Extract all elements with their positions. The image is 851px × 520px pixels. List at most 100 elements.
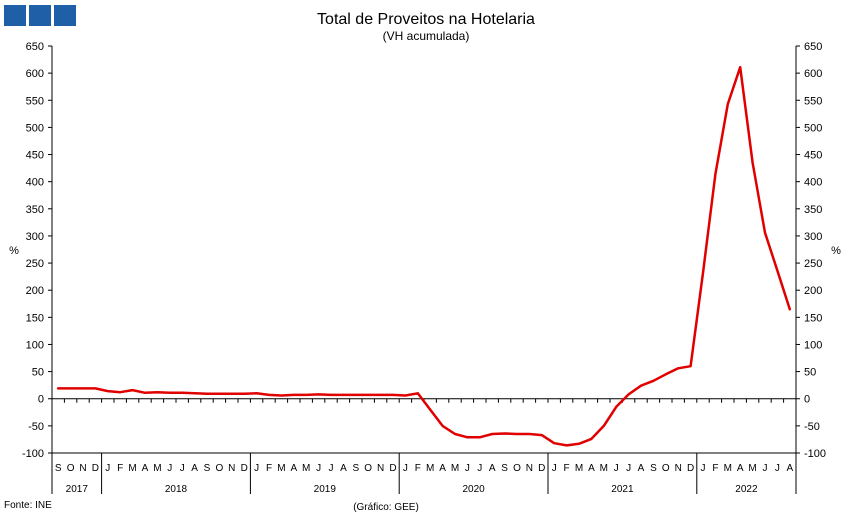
data-point: [218, 393, 221, 395]
y-tick-label-left: 300: [26, 231, 44, 243]
x-tick-label-month: J: [465, 463, 470, 474]
y-tick-label-right: 650: [804, 41, 822, 53]
x-tick-label-month: J: [763, 463, 768, 474]
x-tick-label-month: F: [415, 463, 421, 474]
x-tick-label-month: J: [552, 463, 557, 474]
data-point: [727, 103, 729, 105]
logo-square: [29, 5, 51, 26]
x-tick-label-month: J: [180, 463, 185, 474]
data-point: [764, 231, 766, 234]
x-tick-label-month: S: [501, 463, 508, 474]
data-point: [541, 434, 543, 436]
chart-subtitle: (VH acumulada): [383, 29, 470, 43]
data-point: [454, 433, 456, 435]
data-point: [553, 442, 555, 445]
x-tick-label-month: A: [191, 463, 198, 474]
x-tick-label-year: 2017: [66, 484, 89, 495]
data-point: [293, 394, 295, 396]
source-label: Fonte: INE: [4, 500, 52, 511]
data-point: [317, 393, 320, 396]
y-tick-label-right: -100: [804, 448, 826, 460]
data-point: [156, 391, 159, 394]
y-tick-label-right: 550: [804, 95, 822, 107]
data-point: [342, 394, 345, 396]
y-tick-label-left: -50: [28, 421, 44, 433]
x-tick-label-month: J: [316, 463, 321, 474]
y-axis-label-left: %: [9, 245, 19, 257]
series-group: [56, 65, 792, 447]
chart-title: Total de Proveitos na Hotelaria: [317, 11, 535, 28]
y-tick-label-right: 300: [804, 231, 822, 243]
x-tick-label-month: A: [439, 463, 446, 474]
x-tick-label-month: D: [92, 463, 99, 474]
data-point: [119, 391, 121, 394]
x-tick-label-month: M: [600, 463, 608, 474]
y-tick-label-left: 400: [26, 177, 44, 189]
data-point: [94, 387, 97, 390]
data-point: [404, 394, 407, 397]
y-tick-label-left: 450: [26, 150, 44, 162]
x-tick-label-month: N: [526, 463, 533, 474]
y-tick-label-right: 450: [804, 150, 822, 162]
y-tick-label-left: 0: [38, 394, 44, 406]
data-point: [392, 394, 394, 396]
y-tick-label-left: 350: [26, 204, 44, 216]
x-tick-label-month: J: [105, 463, 110, 474]
data-point: [417, 392, 419, 395]
x-tick-label-month: A: [489, 463, 496, 474]
x-tick-label-month: N: [675, 463, 682, 474]
data-point: [739, 66, 741, 68]
y-tick-label-right: 150: [804, 312, 822, 324]
data-point: [305, 394, 308, 396]
y-tick-label-right: 350: [804, 204, 822, 216]
axes: -100 -100 -50 -50 0 0 50 50 100 100 150 150 200 200 25…: [22, 41, 826, 460]
y-tick-label-left: 200: [26, 285, 44, 297]
x-tick-label-year: 2019: [314, 484, 337, 495]
data-point: [689, 365, 692, 367]
data-point: [466, 436, 469, 439]
x-tick-label-month: J: [167, 463, 172, 474]
x-tick-label-month: D: [241, 463, 248, 474]
x-tick-label-month: J: [614, 463, 619, 474]
data-point: [751, 161, 754, 164]
x-tick-label-month: O: [216, 463, 224, 474]
data-point: [231, 393, 233, 395]
y-tick-label-right: 200: [804, 285, 822, 297]
x-tick-label-month: F: [712, 463, 718, 474]
y-tick-label-right: 50: [804, 367, 816, 379]
x-tick-label-month: A: [786, 463, 793, 474]
x-tick-label-month: J: [775, 463, 780, 474]
x-tick-label-month: A: [737, 463, 744, 474]
data-point: [131, 389, 134, 391]
data-point: [479, 436, 481, 439]
y-tick-label-left: 150: [26, 312, 44, 324]
logo-square: [4, 5, 26, 26]
x-tick-label-month: N: [377, 463, 384, 474]
data-point: [590, 438, 593, 440]
x-tick-label-month: N: [228, 463, 235, 474]
y-tick-label-right: 500: [804, 122, 822, 134]
y-tick-label-left: 600: [26, 68, 44, 80]
data-point: [565, 444, 568, 447]
y-tick-label-right: 0: [804, 394, 810, 406]
x-tick-label-month: O: [67, 463, 75, 474]
data-point: [503, 432, 506, 435]
data-point: [82, 387, 84, 390]
data-point: [789, 308, 791, 310]
x-tick-label-month: J: [477, 463, 482, 474]
data-point: [702, 272, 704, 274]
y-tick-label-left: 250: [26, 258, 44, 270]
data-point: [193, 392, 196, 395]
y-tick-label-right: 100: [804, 339, 822, 351]
x-tick-label-month: M: [748, 463, 756, 474]
data-point: [169, 391, 171, 394]
x-tick-label-month: J: [329, 463, 334, 474]
x-tick-label-year: 2021: [611, 484, 634, 495]
x-tick-label-year: 2020: [462, 484, 485, 495]
data-point: [355, 394, 357, 396]
x-tick-label-month: J: [701, 463, 706, 474]
x-tick-label-month: M: [451, 463, 459, 474]
y-axis-label-right: %: [831, 245, 841, 257]
data-point: [528, 433, 531, 435]
